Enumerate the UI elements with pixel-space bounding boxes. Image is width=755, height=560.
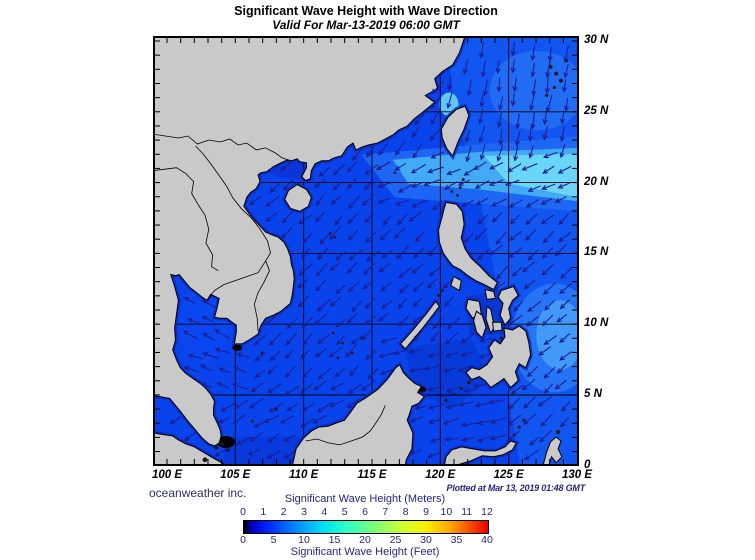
landmass-masbate: [484, 288, 497, 300]
landmass-bohol: [492, 321, 503, 332]
landmass-luzon: [437, 201, 499, 291]
landmass-cebu: [485, 305, 496, 335]
land-masses: [153, 36, 563, 466]
meters-tick-label: 8: [402, 506, 409, 518]
axis-ticks: [155, 38, 577, 464]
chart-subtitle: Valid For Mar-13-2019 06:00 GMT: [272, 18, 460, 32]
lat-axis-label: 0: [584, 458, 591, 471]
lon-axis-label: 125 E: [493, 469, 524, 481]
meters-tick-label: 9: [423, 506, 429, 518]
meters-tick-label: 5: [341, 506, 348, 518]
landmass-sumatra: [153, 432, 227, 466]
meters-tick-label: 4: [321, 506, 328, 518]
lon-axis-label: 110 E: [289, 469, 319, 481]
landmass-sulawesi: [443, 440, 518, 466]
meters-tick-label: 1: [260, 506, 267, 518]
lat-axis-label: 15 N: [584, 246, 609, 259]
landmass-halmahera: [542, 436, 563, 466]
lat-axis-label: 20 N: [584, 175, 609, 188]
lat-axis-label: 30 N: [584, 34, 609, 46]
lat-axis-label: 5 N: [584, 388, 602, 400]
meters-tick-label: 11: [461, 506, 473, 518]
landmass-hainan: [284, 184, 312, 212]
meters-tick-label: 12: [481, 506, 493, 518]
feet-tick-label: 40: [481, 534, 493, 546]
legend-meters-ticks: 0 1 2 3 4 5 6 7 8 9 10 11 12: [240, 506, 493, 518]
feet-tick-label: 20: [359, 534, 371, 546]
legend-feet-title: Significant Wave Height (Feet): [290, 546, 440, 558]
plotted-timestamp: Plotted at Mar 13, 2019 01:48 GMT: [446, 483, 586, 493]
feet-tick-label: 0: [240, 534, 246, 546]
meters-tick-label: 7: [382, 506, 389, 518]
legend-meters-title: Significant Wave Height (Meters): [284, 493, 446, 505]
chart-title: Significant Wave Height with Wave Direct…: [234, 4, 498, 18]
meters-tick-label: 0: [240, 506, 246, 518]
map-svg: [153, 36, 579, 466]
lon-axis-label: 120 E: [425, 469, 456, 481]
country-borders: [153, 133, 386, 446]
wave-height-colorbar: [243, 520, 489, 534]
landmass-taiwan: [440, 105, 470, 157]
meters-tick-label: 2: [280, 506, 287, 518]
feet-tick-label: 5: [270, 534, 277, 546]
feet-tick-label: 30: [420, 534, 432, 546]
meters-tick-label: 10: [440, 506, 453, 518]
lon-axis-label: 115 E: [357, 469, 387, 481]
landmass-mindanao: [465, 325, 532, 389]
lon-axis-label: 100 E: [151, 469, 183, 481]
landmass-leyte: [497, 285, 519, 327]
landmass-negros: [473, 310, 487, 339]
lat-axis-label: 10 N: [584, 317, 609, 330]
feet-tick-label: 25: [389, 534, 402, 546]
feet-tick-label: 35: [450, 534, 463, 546]
meters-tick-label: 6: [362, 506, 368, 518]
map-frame: [153, 36, 579, 466]
legend-feet-ticks: 0 5 10 15 20 25 30 35 40: [240, 534, 493, 546]
lon-axis-label: 105 E: [220, 469, 251, 481]
landmass-palawan: [399, 300, 441, 350]
landmass-mainland: [153, 36, 466, 447]
credit-text: oceanweather inc.: [149, 486, 247, 500]
landmass-mindoro: [450, 275, 462, 292]
meters-tick-label: 3: [301, 506, 307, 518]
feet-tick-label: 10: [298, 534, 310, 546]
small-islands: [202, 59, 569, 463]
wave-direction-arrows: [169, 41, 573, 460]
feet-tick-label: 15: [328, 534, 341, 546]
landmass-borneo: [291, 363, 426, 466]
map-plot-area: [153, 36, 579, 466]
lat-axis-label: 25 N: [584, 104, 609, 117]
lon-axis-label: 130 E: [561, 469, 593, 481]
